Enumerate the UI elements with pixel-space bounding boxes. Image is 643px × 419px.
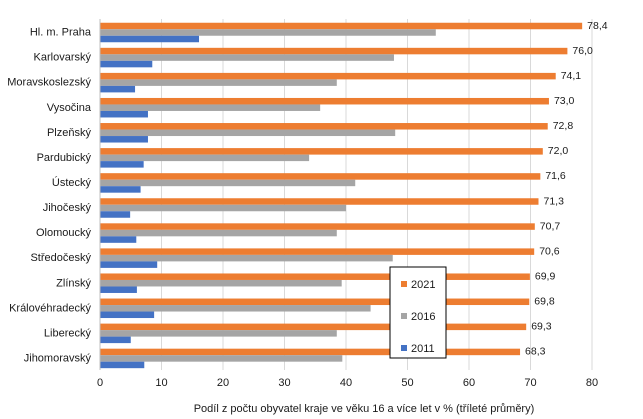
gridlines — [161, 19, 593, 370]
category-label: Ústecký — [52, 176, 92, 189]
bar-2016 — [100, 154, 310, 162]
data-label: 70,7 — [540, 220, 561, 232]
x-tick-label: 30 — [278, 377, 290, 389]
bar-2016 — [100, 305, 371, 312]
x-tick-label: 70 — [524, 377, 536, 389]
bar-2021 — [100, 298, 530, 306]
bar-2016 — [100, 104, 321, 111]
data-label: 76,0 — [572, 45, 593, 57]
bar-2021 — [100, 97, 549, 105]
bar-2016 — [100, 229, 337, 237]
bar-2011 — [100, 286, 137, 293]
x-axis-ticks: 0 10 20 30 40 50 60 70 80 — [97, 377, 598, 389]
data-label: 70,6 — [539, 245, 560, 257]
bar-2021 — [100, 323, 527, 331]
bar-2021 — [100, 72, 556, 80]
legend-swatch-2011 — [401, 345, 407, 351]
bar-2011 — [100, 35, 200, 43]
bar-2021 — [100, 22, 583, 30]
bar-2016 — [100, 254, 393, 262]
bar-2021 — [100, 47, 568, 55]
legend-swatch-2021 — [401, 281, 407, 287]
category-label: Zlínský — [56, 277, 91, 289]
bar-2016 — [100, 204, 346, 212]
data-label: 72,0 — [548, 145, 569, 157]
bar-2021 — [100, 273, 530, 280]
x-tick-label: 10 — [155, 377, 167, 389]
category-label: Jihočeský — [43, 202, 92, 214]
bar-2021 — [100, 173, 541, 180]
data-label: 78,4 — [587, 20, 608, 32]
category-labels: Hl. m. Praha Karlovarský Moravskoslezský Vy… — [7, 27, 92, 365]
category-label: Olomoucký — [36, 227, 92, 239]
category-label: Vysočina — [47, 102, 92, 114]
bars — [100, 22, 583, 369]
category-label: Moravskoslezský — [7, 77, 91, 89]
legend-swatch-2016 — [401, 313, 407, 319]
category-label: Královéhradecký — [9, 302, 91, 314]
bar-2016 — [100, 179, 356, 187]
bar-2021 — [100, 348, 521, 356]
bar-2016 — [100, 330, 337, 337]
data-label: 69,9 — [535, 270, 556, 282]
legend-label: 2016 — [411, 311, 435, 323]
legend-label: 2021 — [411, 279, 435, 291]
bar-2011 — [100, 211, 131, 218]
category-label: Jihomoravský — [24, 352, 92, 364]
bar-2011 — [100, 236, 137, 243]
legend-box — [389, 266, 447, 359]
bar-2016 — [100, 129, 396, 137]
category-label: Karlovarský — [34, 52, 92, 64]
bar-2011 — [100, 60, 153, 68]
bar-2011 — [100, 110, 148, 118]
legend-label: 2011 — [411, 343, 435, 355]
data-label: 74,1 — [561, 70, 582, 82]
data-label: 71,6 — [545, 170, 566, 182]
bar-2021 — [100, 123, 548, 130]
x-tick-label: 40 — [340, 377, 352, 389]
data-label: 73,0 — [554, 95, 575, 107]
bar-2011 — [100, 136, 148, 143]
bar-2021 — [100, 223, 535, 230]
bar-2011 — [100, 311, 155, 319]
bar-2011 — [100, 361, 145, 369]
data-label: 71,3 — [543, 195, 564, 207]
bar-2016 — [100, 54, 394, 61]
bar-2016 — [100, 355, 343, 362]
category-label: Liberecký — [44, 327, 92, 339]
category-label: Plzeňský — [47, 127, 92, 139]
x-tick-label: 50 — [401, 377, 413, 389]
bar-2011 — [100, 186, 141, 193]
legend: 2021 2016 2011 — [389, 266, 447, 359]
data-label: 69,3 — [531, 321, 552, 333]
bar-2011 — [100, 261, 158, 268]
data-label: 68,3 — [525, 346, 546, 358]
bar-2011 — [100, 336, 131, 344]
bar-2016 — [100, 79, 337, 86]
category-label: Středočeský — [30, 252, 91, 264]
bar-2016 — [100, 279, 342, 287]
category-label: Hl. m. Praha — [30, 27, 92, 39]
category-label: Pardubický — [37, 152, 92, 164]
x-tick-label: 60 — [463, 377, 475, 389]
data-label: 72,8 — [553, 120, 574, 132]
bar-2016 — [100, 29, 436, 36]
x-axis-title: Podíl z počtu obyvatel kraje ve věku 16 … — [194, 403, 535, 415]
bar-2021 — [100, 248, 535, 255]
data-label: 69,8 — [534, 296, 555, 308]
x-tick-label: 20 — [217, 377, 229, 389]
x-tick-label: 0 — [97, 377, 103, 389]
bar-2021 — [100, 198, 539, 205]
bar-2011 — [100, 161, 144, 168]
x-tick-label: 80 — [586, 377, 598, 389]
data-labels: 78,4 76,0 74,1 73,0 72,8 72,0 71,6 71,3 70,7 70,6… — [525, 20, 608, 358]
bar-2011 — [100, 85, 136, 93]
bar-2021 — [100, 148, 543, 155]
